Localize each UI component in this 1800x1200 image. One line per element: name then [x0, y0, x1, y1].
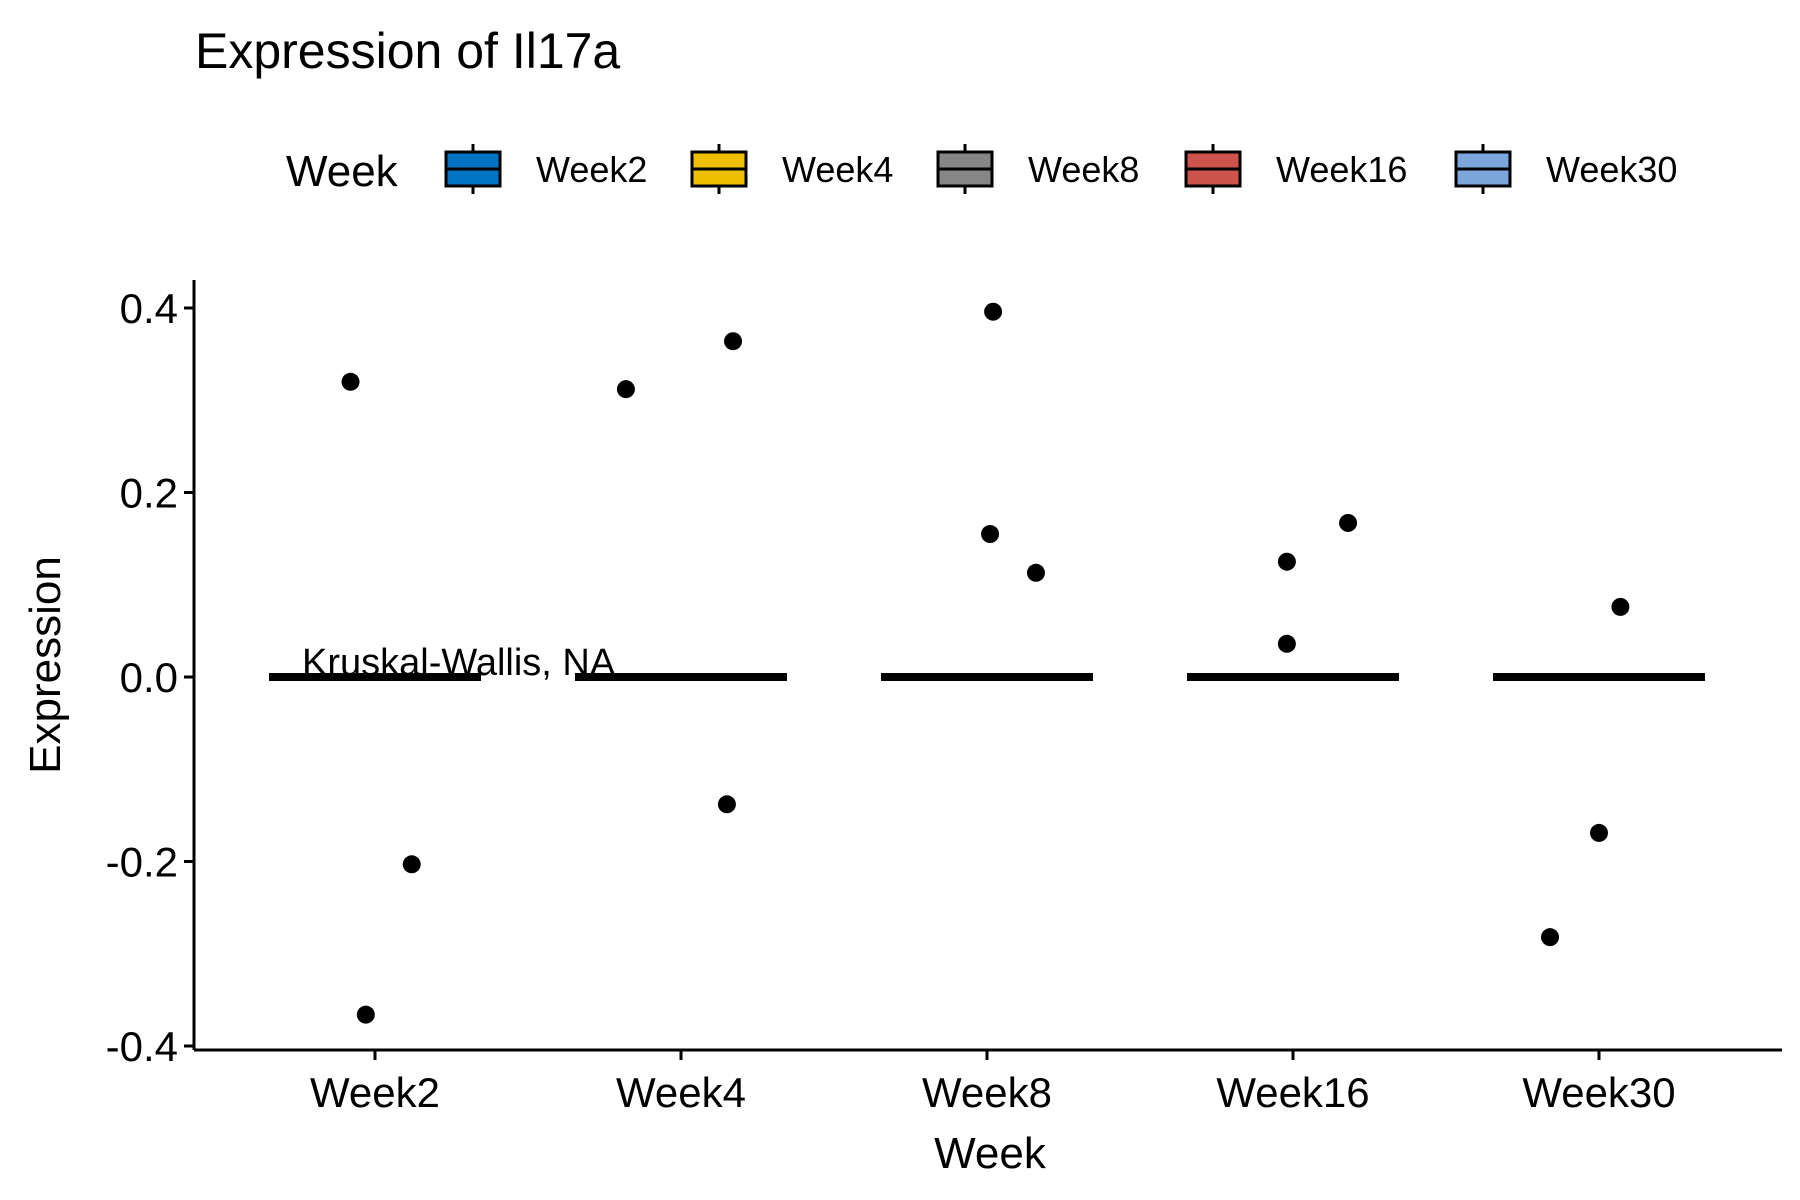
- data-point: [1611, 597, 1630, 616]
- data-point: [984, 302, 1003, 321]
- data-point: [616, 380, 635, 399]
- y-tick-label: -0.4: [106, 1023, 178, 1070]
- data-point: [341, 372, 360, 391]
- data-point: [402, 855, 421, 874]
- legend-entry: Week16: [1184, 144, 1407, 194]
- data-point: [1339, 513, 1358, 532]
- data-point: [1277, 552, 1296, 571]
- legend-label: Week2: [536, 149, 647, 190]
- legend-entry: Week4: [690, 144, 893, 194]
- y-tick-label: 0.4: [120, 285, 178, 332]
- y-axis-title: Expression: [21, 556, 70, 774]
- x-tick-label: Week16: [1216, 1069, 1369, 1116]
- data-point: [717, 795, 736, 814]
- data-point: [1590, 823, 1608, 842]
- chart-title: Expression of Il17a: [195, 23, 620, 79]
- plot-area: 0.4 0.2 0.0 -0.2 -0.4 Week2 Week4 Week8 Week16 We…: [106, 280, 1782, 1116]
- legend-entry: Week8: [936, 144, 1139, 194]
- legend-label: Week16: [1276, 149, 1407, 190]
- x-tick-label: Week30: [1522, 1069, 1675, 1116]
- x-tick-label: Week2: [310, 1069, 440, 1116]
- x-axis-title: Week: [934, 1129, 1047, 1178]
- data-point: [1026, 563, 1045, 582]
- y-tick-label: 0.2: [120, 470, 178, 517]
- legend-label: Week8: [1028, 149, 1139, 190]
- annotation-kruskal-wallis: Kruskal-Wallis, NA: [302, 642, 616, 684]
- data-point: [356, 1005, 375, 1024]
- data-point: [1277, 634, 1296, 653]
- legend-label: Week30: [1546, 149, 1677, 190]
- legend-entry: Week30: [1454, 144, 1677, 194]
- data-point: [1541, 928, 1560, 947]
- y-tick-label: 0.0: [120, 654, 178, 701]
- x-tick-label: Week4: [616, 1069, 746, 1116]
- legend-title: Week: [286, 147, 399, 196]
- data-point: [981, 525, 1000, 544]
- data-point: [724, 332, 743, 351]
- legend-entry: Week2: [444, 144, 647, 194]
- x-tick-label: Week8: [922, 1069, 1052, 1116]
- y-tick-label: -0.2: [106, 839, 178, 886]
- legend: Week Week2 Week4 Week8 Week16 Week30: [286, 144, 1677, 196]
- legend-label: Week4: [782, 149, 893, 190]
